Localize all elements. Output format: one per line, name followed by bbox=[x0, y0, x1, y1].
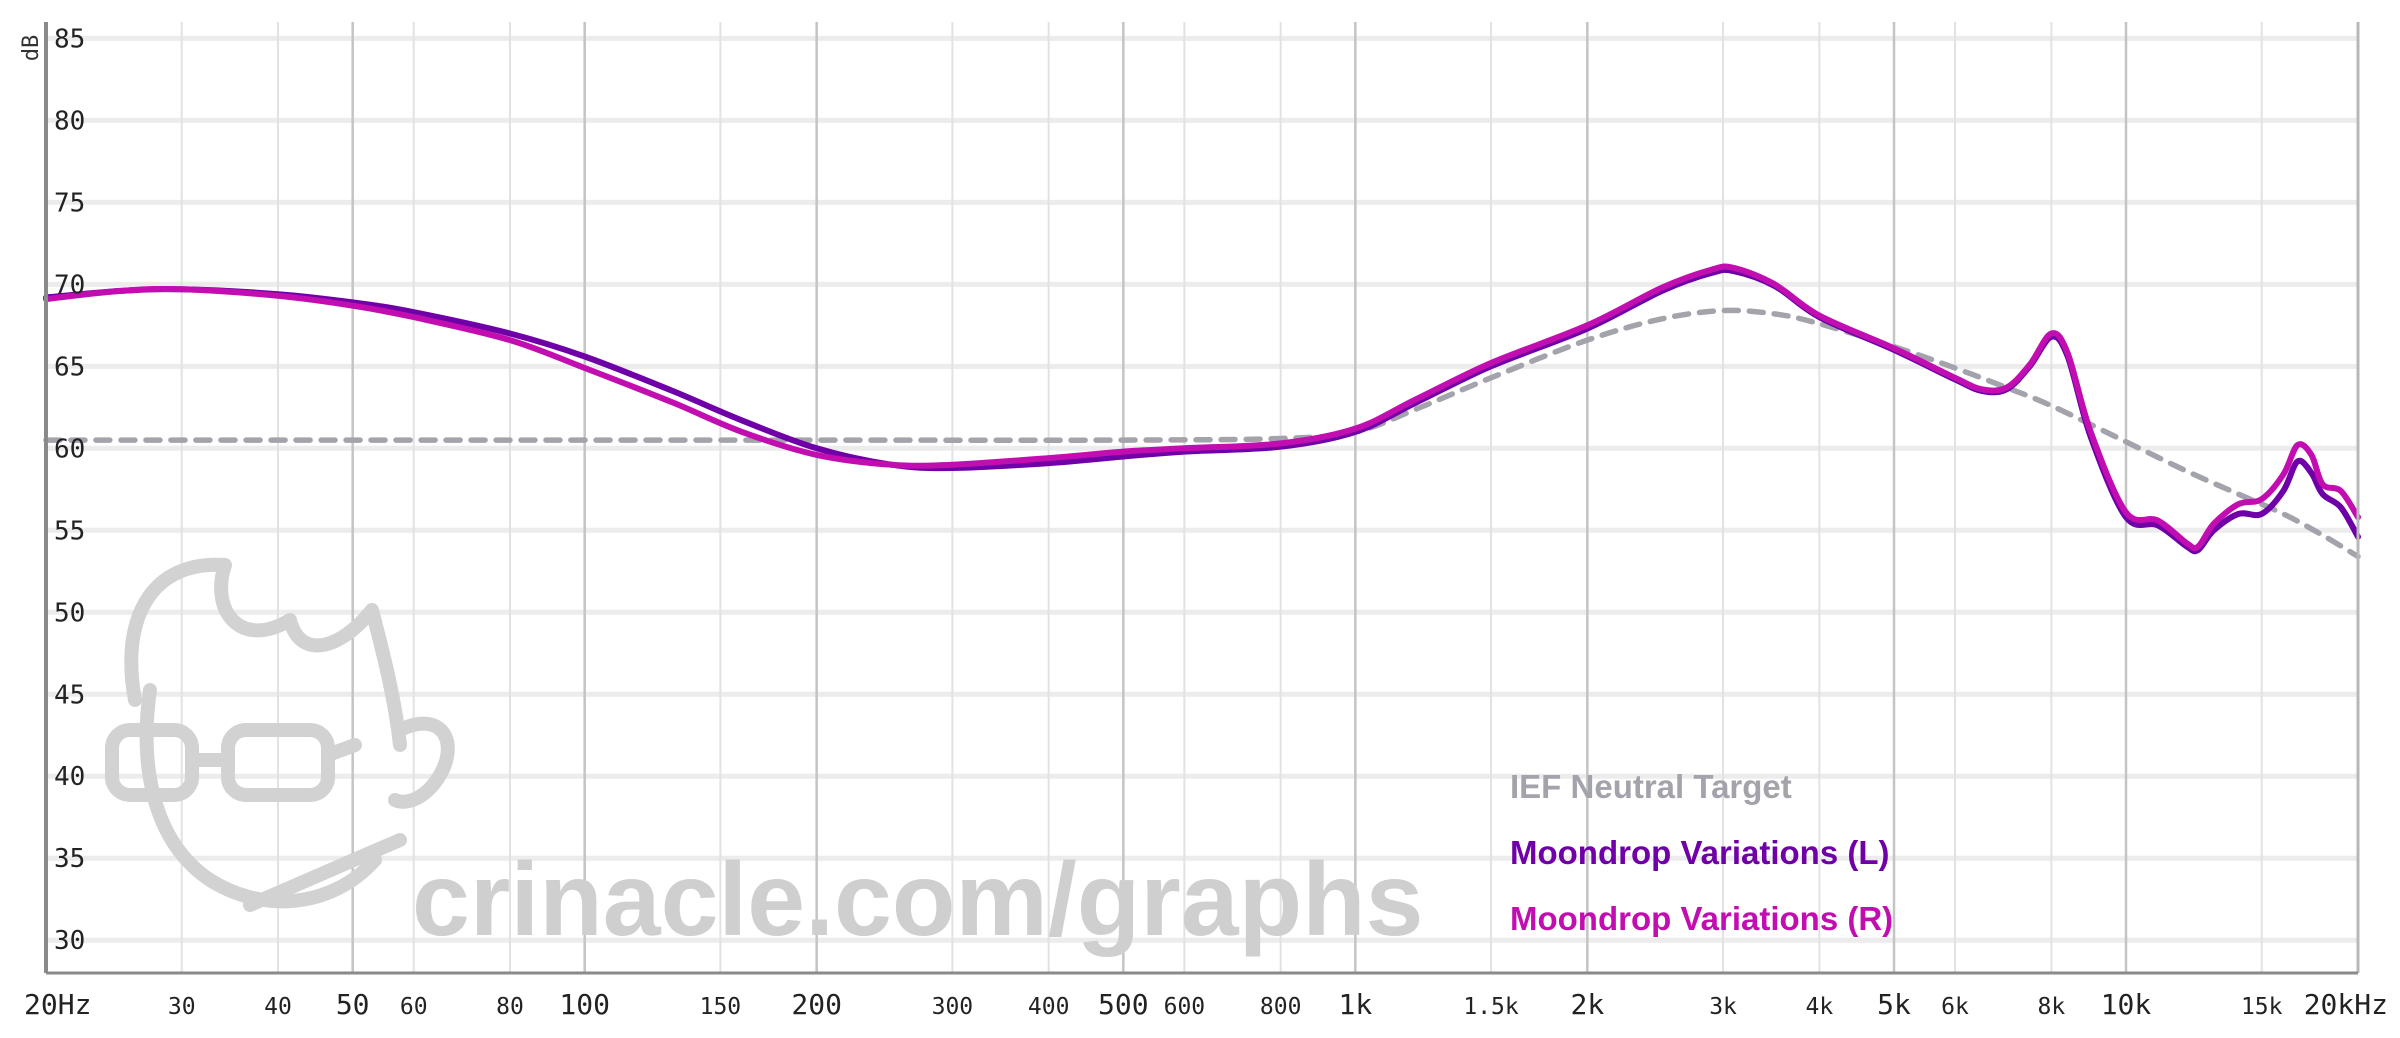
x-tick-label: 20kHz bbox=[2304, 988, 2388, 1021]
x-tick-label: 2k bbox=[1570, 988, 1604, 1021]
x-tick-label: 600 bbox=[1164, 994, 1206, 1020]
y-axis-unit: dB bbox=[19, 35, 44, 62]
legend-entry-2[interactable]: Moondrop Variations (R) bbox=[1510, 900, 1893, 937]
legend-entry-1[interactable]: Moondrop Variations (L) bbox=[1510, 834, 1889, 871]
y-tick-label: 65 bbox=[54, 352, 85, 382]
series-lines bbox=[43, 263, 2361, 560]
x-tick-label: 10k bbox=[2101, 988, 2152, 1021]
y-tick-label: 35 bbox=[54, 844, 85, 874]
y-tick-label: 75 bbox=[54, 188, 85, 218]
x-tick-label: 3k bbox=[1709, 994, 1737, 1020]
y-tick-label: 60 bbox=[54, 434, 85, 464]
series-line-0 bbox=[43, 307, 2361, 560]
x-tick-label: 40 bbox=[264, 994, 292, 1020]
x-tick-label: 5k bbox=[1877, 988, 1911, 1021]
x-tick-label: 300 bbox=[932, 994, 974, 1020]
y-tick-label: 50 bbox=[54, 598, 85, 628]
series-line-1 bbox=[43, 266, 2361, 555]
y-tick-label: 70 bbox=[54, 270, 85, 300]
x-tick-label: 400 bbox=[1028, 994, 1070, 1020]
x-tick-label: 50 bbox=[336, 988, 370, 1021]
x-tick-label: 800 bbox=[1260, 994, 1302, 1020]
x-tick-label: 200 bbox=[791, 988, 842, 1021]
x-tick-label: 30 bbox=[168, 994, 196, 1020]
y-tick-label: 80 bbox=[54, 106, 85, 136]
x-tick-label: 80 bbox=[496, 994, 524, 1020]
legend-entry-0[interactable]: IEF Neutral Target bbox=[1510, 768, 1792, 805]
x-tick-label: 6k bbox=[1941, 994, 1969, 1020]
y-tick-label: 85 bbox=[54, 24, 85, 54]
series-line-2 bbox=[43, 263, 2361, 552]
crinacle-logo bbox=[105, 557, 455, 912]
axes: 30 35 40 45 50 55 60 65 70 75 80 85 20Hz 30 40 50 60 80 10… bbox=[19, 22, 2388, 1021]
x-tick-label: 8k bbox=[2037, 994, 2065, 1020]
y-tick-label: 30 bbox=[54, 926, 85, 956]
x-tick-label: 150 bbox=[700, 994, 742, 1020]
x-tick-label: 1k bbox=[1338, 988, 1372, 1021]
grid bbox=[46, 22, 2358, 973]
y-tick-label: 40 bbox=[54, 762, 85, 792]
y-tick-label: 55 bbox=[54, 516, 85, 546]
watermark: crinacle.com/graphs bbox=[105, 557, 1424, 958]
x-tick-label: 100 bbox=[559, 988, 610, 1021]
x-tick-label: 500 bbox=[1098, 988, 1149, 1021]
x-tick-label: 1.5k bbox=[1463, 994, 1519, 1020]
x-tick-label: 60 bbox=[400, 994, 428, 1020]
watermark-text: crinacle.com/graphs bbox=[412, 842, 1424, 958]
legend: IEF Neutral Target Moondrop Variations (L… bbox=[1510, 768, 1893, 937]
x-tick-label: 4k bbox=[1805, 994, 1833, 1020]
x-tick-label: 15k bbox=[2241, 994, 2283, 1020]
y-tick-label: 45 bbox=[54, 680, 85, 710]
x-tick-label: 20Hz bbox=[24, 988, 91, 1021]
